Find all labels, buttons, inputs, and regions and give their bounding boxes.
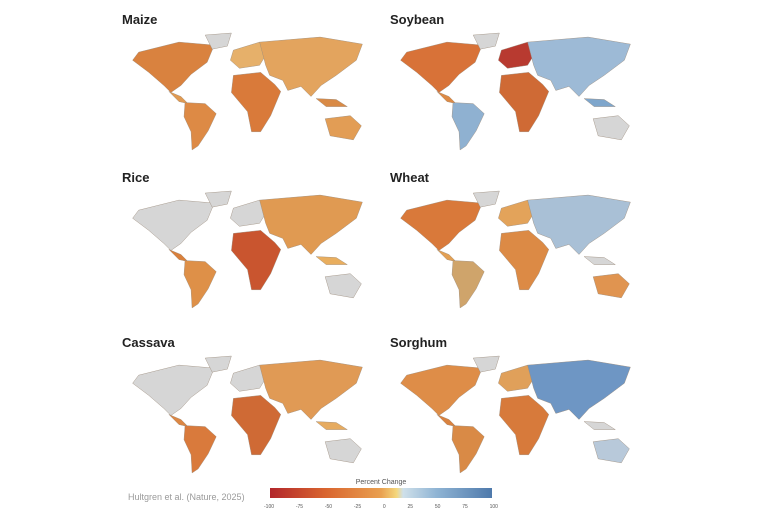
color-scale-bar — [270, 488, 492, 498]
region-af — [498, 71, 550, 133]
region-na — [400, 364, 483, 417]
panel-title: Sorghum — [390, 335, 448, 350]
region-ca — [168, 90, 189, 105]
region-na — [400, 199, 483, 252]
region-na — [400, 41, 483, 94]
legend-tick: 50 — [434, 504, 441, 510]
panel-title: Maize — [122, 12, 158, 27]
region-au — [324, 115, 362, 141]
region-sea — [583, 98, 616, 108]
region-sa — [183, 260, 217, 309]
region-sa — [451, 425, 485, 474]
map-panel-wheat: Wheat — [386, 170, 648, 320]
region-ca — [436, 90, 457, 105]
legend-tick: 0 — [382, 504, 386, 510]
region-ca — [436, 248, 457, 263]
legend-title: Percent Change — [355, 479, 407, 486]
legend-tick: 25 — [407, 504, 414, 510]
world-map — [132, 190, 363, 309]
legend-tick: -50 — [324, 504, 333, 510]
region-na — [132, 199, 215, 252]
region-au — [324, 273, 362, 299]
map-panel-rice: Rice — [118, 170, 380, 320]
region-na — [132, 364, 215, 417]
legend-tick: 75 — [462, 504, 468, 510]
panel-title: Cassava — [122, 335, 175, 350]
region-sea — [583, 256, 616, 266]
region-ca — [436, 413, 457, 428]
region-ca — [168, 248, 189, 263]
region-af — [498, 394, 550, 456]
region-sa — [451, 102, 485, 151]
legend-tick: -25 — [353, 504, 362, 510]
world-map — [132, 32, 363, 151]
map-panel-sorghum: Sorghum — [386, 335, 648, 485]
region-au — [592, 115, 630, 141]
region-au — [592, 438, 630, 464]
region-sa — [183, 425, 217, 474]
map-panel-cassava: Cassava — [118, 335, 380, 485]
legend-tick: -75 — [295, 504, 304, 510]
panel-title: Rice — [122, 170, 150, 185]
region-au — [324, 438, 362, 464]
region-sea — [583, 421, 616, 431]
panel-title: Wheat — [390, 170, 429, 185]
world-map — [132, 355, 363, 474]
citation: Hultgren et al. (Nature, 2025) — [128, 492, 245, 502]
region-au — [592, 273, 630, 299]
region-sea — [315, 98, 348, 108]
region-af — [230, 229, 282, 291]
legend-tick: -100 — [264, 504, 275, 510]
legend-ticks: -100 -75 -50 -25 0 25 50 75 100 — [264, 504, 498, 510]
region-sea — [315, 421, 348, 431]
world-map — [400, 355, 631, 474]
panel-title: Soybean — [390, 12, 445, 27]
region-af — [498, 229, 550, 291]
legend-tick: 100 — [489, 504, 498, 510]
region-na — [132, 41, 215, 94]
region-af — [230, 71, 282, 133]
map-panel-maize: Maize — [118, 12, 380, 162]
map-panel-soybean: Soybean — [386, 12, 648, 162]
world-map — [400, 190, 631, 309]
region-sa — [183, 102, 217, 151]
region-ca — [168, 413, 189, 428]
region-sea — [315, 256, 348, 266]
region-sa — [451, 260, 485, 309]
world-map — [400, 32, 631, 151]
region-af — [230, 394, 282, 456]
